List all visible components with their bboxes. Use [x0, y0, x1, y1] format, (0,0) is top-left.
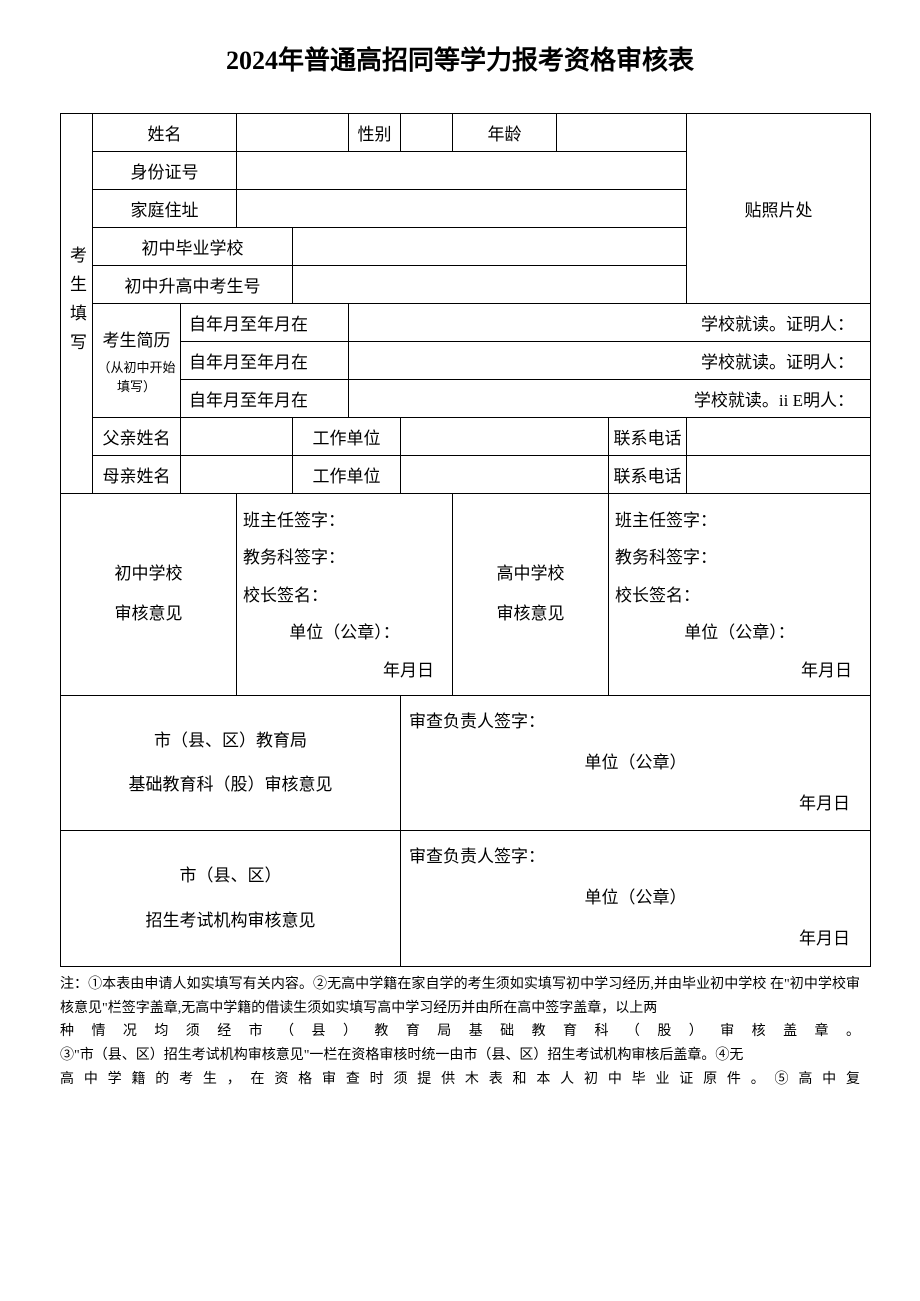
label-junior-review: 初中学校 审核意见 [61, 494, 237, 696]
label-mother: 母亲姓名 [93, 456, 181, 494]
field-idno[interactable] [237, 152, 687, 190]
label-resume-note: （从初中开始填写） [95, 357, 178, 395]
label-senior-review: 高中学校 审核意见 [453, 494, 609, 696]
label-father-unit: 工作单位 [293, 418, 401, 456]
label-junior-school: 初中毕业学校 [93, 228, 293, 266]
label-idno: 身份证号 [93, 152, 237, 190]
field-mother-unit[interactable] [401, 456, 609, 494]
field-father-phone[interactable] [687, 418, 871, 456]
label-age: 年龄 [453, 114, 557, 152]
label-mother-phone: 联系电话 [609, 456, 687, 494]
label-father-phone: 联系电话 [609, 418, 687, 456]
senior-review-sig[interactable]: 班主任签字： 教务科签字： 校长签名： 单位（公章）： 年月日 [609, 494, 871, 696]
field-name[interactable] [237, 114, 349, 152]
side-label-fill: 考生填写 [61, 114, 93, 494]
resume-line-2-tail[interactable]: 学校就读。证明人： [349, 342, 871, 380]
resume-line-3-from: 自年月至年月在 [181, 380, 349, 418]
field-father-name[interactable] [181, 418, 293, 456]
bureau-exam-sig[interactable]: 审查负责人签字： 单位（公章） 年月日 [401, 831, 871, 966]
label-mother-unit: 工作单位 [293, 456, 401, 494]
field-mother-phone[interactable] [687, 456, 871, 494]
notes: 注：①本表由申请人如实填写有关内容。②无高中学籍在家自学的考生须如实填写初中学习… [60, 973, 860, 1092]
field-father-unit[interactable] [401, 418, 609, 456]
photo-area: 贴照片处 [687, 114, 871, 304]
field-examno[interactable] [293, 266, 687, 304]
label-gender: 性别 [349, 114, 401, 152]
label-examno: 初中升高中考生号 [93, 266, 293, 304]
label-address: 家庭住址 [93, 190, 237, 228]
label-father: 父亲姓名 [93, 418, 181, 456]
resume-line-2-from: 自年月至年月在 [181, 342, 349, 380]
label-bureau-edu: 市（县、区）教育局 基础教育科（股）审核意见 [61, 695, 401, 830]
resume-line-3-tail[interactable]: 学校就读。ii E明人： [349, 380, 871, 418]
field-mother-name[interactable] [181, 456, 293, 494]
field-address[interactable] [237, 190, 687, 228]
junior-review-sig[interactable]: 班主任签字： 教务科签字： 校长签名： 单位（公章）： 年月日 [237, 494, 453, 696]
field-age[interactable] [557, 114, 687, 152]
page-title: 2024年普通高招同等学力报考资格审核表 [60, 40, 860, 77]
label-resume: 考生简历 [95, 326, 178, 351]
form-table: 考生填写 姓名 性别 年龄 贴照片处 身份证号 家庭住址 初中毕业学校 初中升高… [60, 113, 871, 967]
field-gender[interactable] [401, 114, 453, 152]
bureau-edu-sig[interactable]: 审查负责人签字： 单位（公章） 年月日 [401, 695, 871, 830]
label-bureau-exam: 市（县、区） 招生考试机构审核意见 [61, 831, 401, 966]
resume-line-1-from: 自年月至年月在 [181, 304, 349, 342]
field-junior-school[interactable] [293, 228, 687, 266]
label-name: 姓名 [93, 114, 237, 152]
resume-line-1-tail[interactable]: 学校就读。证明人： [349, 304, 871, 342]
